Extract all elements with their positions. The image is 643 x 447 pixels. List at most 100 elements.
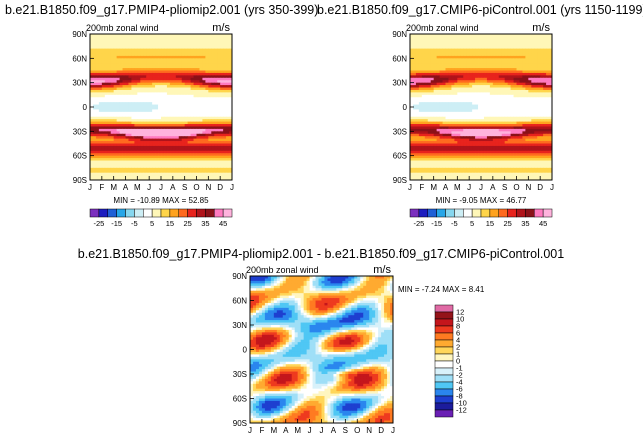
heatmap-cell (140, 71, 143, 74)
heatmap-cell (202, 119, 205, 122)
heatmap-cell (505, 56, 508, 59)
heatmap-cell (431, 129, 434, 132)
heatmap-cell (220, 163, 223, 166)
heatmap-cell (105, 161, 108, 164)
heatmap-cell (155, 61, 158, 64)
heatmap-cell (90, 165, 93, 168)
heatmap-cell (134, 124, 137, 127)
heatmap-cell (484, 131, 487, 134)
heatmap-cell (493, 63, 496, 66)
heatmap-cell (102, 61, 105, 64)
heatmap-cell (419, 117, 422, 120)
heatmap-cell (220, 131, 223, 134)
heatmap-cell (463, 119, 466, 122)
heatmap-cell (188, 146, 191, 149)
heatmap-cell (484, 73, 487, 76)
heatmap-cell (173, 170, 176, 173)
heatmap-cell (223, 131, 226, 134)
heatmap-cell (543, 78, 546, 81)
heatmap-cell (475, 44, 478, 47)
heatmap-cell (457, 83, 460, 86)
heatmap-cell (102, 100, 105, 103)
heatmap-cell (149, 153, 152, 156)
heatmap-cell (149, 78, 152, 81)
heatmap-cell (478, 122, 481, 125)
heatmap-cell (105, 83, 108, 86)
heatmap-cell (194, 49, 197, 52)
heatmap-cell (410, 109, 413, 112)
heatmap-cell (164, 68, 167, 71)
heatmap-cell (466, 100, 469, 103)
heatmap-cell (152, 151, 155, 154)
heatmap-cell (220, 170, 223, 173)
heatmap-cell (220, 107, 223, 110)
heatmap-cell (428, 66, 431, 69)
heatmap-cell (419, 88, 422, 91)
heatmap-cell (108, 44, 111, 47)
heatmap-cell (487, 124, 490, 127)
heatmap-cell (105, 175, 108, 178)
heatmap-cell (126, 165, 129, 168)
heatmap-cell (108, 119, 111, 122)
heatmap-cell (508, 49, 511, 52)
heatmap-cell (463, 39, 466, 42)
heatmap-cell (123, 144, 126, 147)
heatmap-cell (490, 78, 493, 81)
heatmap-cell (446, 68, 449, 71)
heatmap-cell (220, 73, 223, 76)
heatmap-cell (194, 146, 197, 149)
heatmap-cell (134, 122, 137, 125)
heatmap-cell (152, 175, 155, 178)
heatmap-cell (413, 95, 416, 98)
heatmap-cell (102, 58, 105, 61)
heatmap-cell (143, 146, 146, 149)
heatmap-cell (188, 97, 191, 100)
heatmap-cell (472, 107, 475, 110)
heatmap-cell (508, 131, 511, 134)
heatmap-cell (220, 136, 223, 139)
heatmap-cell (540, 53, 543, 56)
heatmap-cell (93, 85, 96, 88)
heatmap-cell (519, 90, 522, 93)
heatmap-cell (484, 51, 487, 54)
heatmap-cell (161, 49, 164, 52)
heatmap-cell (182, 41, 185, 44)
heatmap-cell (422, 46, 425, 49)
heatmap-cell (102, 165, 105, 168)
heatmap-cell (220, 168, 223, 171)
heatmap-cell (534, 107, 537, 110)
heatmap-cell (508, 107, 511, 110)
heatmap-cell (176, 88, 179, 91)
heatmap-cell (490, 112, 493, 115)
heatmap-cell (173, 105, 176, 108)
heatmap-cell (149, 163, 152, 166)
heatmap-cell (90, 97, 93, 100)
heatmap-cell (176, 51, 179, 54)
heatmap-cell (108, 126, 111, 129)
heatmap-cell (481, 129, 484, 132)
heatmap-cell (108, 139, 111, 142)
heatmap-cell (460, 119, 463, 122)
heatmap-cell (528, 134, 531, 137)
heatmap-cell (208, 112, 211, 115)
heatmap-cell (185, 114, 188, 117)
heatmap-cell (143, 68, 146, 71)
heatmap-cell (454, 97, 457, 100)
heatmap-cell (437, 114, 440, 117)
heatmap-cell (146, 46, 149, 49)
heatmap-cell (93, 163, 96, 166)
heatmap-cells (410, 34, 552, 180)
heatmap-cell (537, 117, 540, 120)
heatmap-cell (111, 139, 114, 142)
heatmap-cell (463, 83, 466, 86)
heatmap-cell (170, 92, 173, 95)
heatmap-cell (128, 80, 131, 83)
heatmap-cell (460, 78, 463, 81)
heatmap-cell (111, 66, 114, 69)
heatmap-cell (493, 95, 496, 98)
heatmap-cell (114, 49, 117, 52)
heatmap-cell (434, 71, 437, 74)
heatmap-cell (155, 136, 158, 139)
heatmap-cell (463, 46, 466, 49)
heatmap-cell (179, 117, 182, 120)
